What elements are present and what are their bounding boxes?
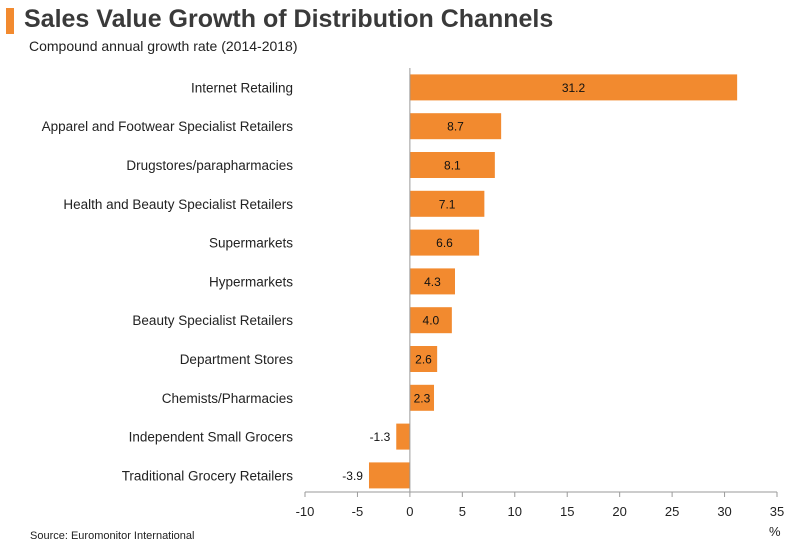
- category-label: Internet Retailing: [191, 80, 293, 95]
- category-label: Chemists/Pharmacies: [162, 391, 294, 406]
- bar: [409, 229, 480, 256]
- x-tick-label: 35: [770, 504, 784, 519]
- data-label: 2.3: [414, 391, 431, 405]
- chart-subtitle: Compound annual growth rate (2014-2018): [29, 38, 298, 54]
- category-label: Department Stores: [180, 352, 294, 367]
- data-label: 6.6: [436, 236, 453, 250]
- bar: [368, 462, 410, 489]
- category-label: Apparel and Footwear Specialist Retailer…: [42, 119, 294, 134]
- category-label: Drugstores/parapharmacies: [126, 158, 293, 173]
- data-label: 31.2: [562, 81, 586, 95]
- category-label: Beauty Specialist Retailers: [132, 313, 293, 328]
- x-tick-label: -5: [352, 504, 364, 519]
- category-label: Traditional Grocery Retailers: [122, 468, 294, 483]
- category-label: Supermarkets: [209, 236, 293, 251]
- chart-title: Sales Value Growth of Distribution Chann…: [24, 5, 554, 33]
- x-tick-label: 15: [560, 504, 574, 519]
- x-tick-label: -10: [296, 504, 315, 519]
- bar: [409, 152, 495, 178]
- bar: [409, 113, 502, 140]
- data-label: 4.0: [423, 314, 440, 328]
- bar: [409, 346, 438, 372]
- bar: [409, 307, 452, 334]
- data-label: -3.9: [342, 469, 363, 483]
- data-label: 4.3: [424, 275, 441, 289]
- title-accent-bar: [6, 8, 14, 34]
- x-tick-label: 5: [459, 504, 466, 519]
- bar: [409, 190, 485, 217]
- category-label: Health and Beauty Specialist Retailers: [63, 197, 293, 212]
- data-label: 2.6: [415, 353, 432, 367]
- data-label: 8.1: [444, 159, 461, 173]
- data-label: 7.1: [439, 197, 456, 211]
- x-tick-label: 30: [717, 504, 731, 519]
- data-label: -1.3: [370, 430, 391, 444]
- bar: [409, 268, 455, 295]
- x-tick-label: 0: [406, 504, 413, 519]
- category-label: Hypermarkets: [209, 274, 293, 289]
- x-tick-label: 25: [665, 504, 679, 519]
- x-tick-label: 10: [508, 504, 522, 519]
- bar: [409, 384, 435, 411]
- data-label: 8.7: [447, 120, 464, 134]
- source-note: Source: Euromonitor International: [30, 530, 195, 542]
- bar: [396, 423, 410, 450]
- x-axis-unit-label: %: [769, 524, 781, 539]
- x-tick-label: 20: [612, 504, 626, 519]
- bar: [409, 74, 738, 101]
- category-label: Independent Small Grocers: [129, 430, 294, 445]
